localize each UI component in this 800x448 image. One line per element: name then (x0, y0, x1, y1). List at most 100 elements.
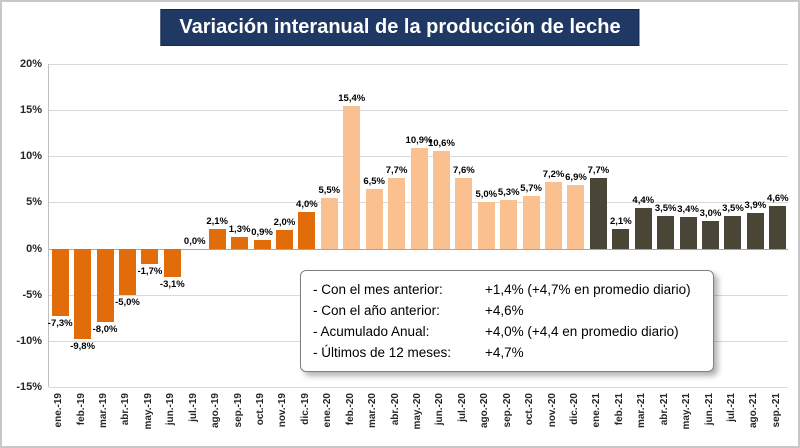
annotation-value: +4,6% (485, 303, 524, 318)
bar (567, 184, 585, 249)
bar-value-label: -3,1% (159, 279, 185, 291)
bar (410, 147, 428, 249)
x-tick-label: feb.-19 (75, 393, 87, 426)
annotation-row: - Con el año anterior: +4,6% (313, 300, 701, 321)
bar-value-label: 4,0% (296, 198, 318, 210)
annotation-value: +4,0% (+4,4 en promedio diario) (485, 324, 679, 339)
x-tick-label: ago.-19 (210, 393, 222, 429)
chart-title-text: Variación interanual de la producción de… (179, 16, 621, 38)
bar (500, 199, 518, 249)
bar (343, 106, 361, 249)
bar-value-label: 5,3% (497, 186, 520, 198)
bar (118, 248, 136, 295)
bar (298, 211, 316, 249)
y-tick-label: 20% (19, 58, 42, 70)
bar-value-label: 3,9% (744, 199, 767, 211)
x-tick-label: ago.-21 (748, 393, 760, 429)
bar-value-label: -7,3% (47, 317, 73, 329)
y-tick-label: 5% (26, 196, 42, 209)
x-axis: ene.-19 feb.-19 mar.-19 abr.-19 may.-19 jun.-… (48, 391, 788, 446)
bar-value-label: 5,7% (520, 182, 542, 194)
annotation-label: - Con el año anterior: (313, 303, 440, 318)
zero-gridline (49, 248, 788, 250)
x-tick-label: oct.-19 (255, 393, 267, 426)
bar (74, 248, 92, 339)
bar (746, 212, 764, 249)
x-tick-label: may.-20 (412, 393, 423, 430)
bar-value-label: 10,6% (427, 137, 455, 149)
bar (141, 248, 159, 265)
bar-value-label: 2,1% (206, 216, 228, 228)
bar-value-label: 6,9% (565, 171, 587, 183)
x-tick-label: ene.-21 (591, 393, 603, 428)
bar (545, 182, 563, 249)
bar-value-label: 7,7% (587, 164, 610, 176)
x-tick-label: may.-21 (681, 393, 693, 430)
bar (657, 216, 675, 249)
x-tick-label: jun.-20 (434, 393, 446, 426)
bar (455, 178, 473, 249)
bar-value-label: 10,9% (405, 134, 433, 146)
x-tick-label: feb.-21 (613, 393, 625, 426)
bar-value-label: 3,4% (677, 204, 699, 216)
y-tick-label: 15% (19, 104, 42, 117)
x-tick-label: ene.-20 (322, 393, 334, 428)
annotation-label: - Últimos de 12 meses: (313, 345, 452, 360)
bar (253, 240, 271, 249)
bar (589, 177, 607, 249)
bar (163, 248, 181, 278)
bar (477, 202, 495, 249)
x-tick-label: mar.-20 (367, 393, 379, 429)
bar-value-label: -5,0% (115, 296, 140, 308)
bar-value-label: 4,6% (766, 193, 789, 205)
x-tick-label: jun.-21 (703, 393, 715, 426)
annotation-row: - Últimos de 12 meses: +4,7% (313, 342, 701, 363)
bar-value-label: 1,3% (228, 223, 251, 235)
bar (388, 177, 406, 249)
x-tick-label: oct.-20 (524, 393, 536, 426)
x-tick-label: ago.-20 (479, 393, 491, 429)
bar (275, 230, 293, 249)
bar-value-label: 2,0% (273, 217, 296, 229)
x-tick-label: dic.-19 (299, 393, 311, 425)
bar (522, 195, 540, 249)
bar-value-label: 15,4% (338, 93, 366, 105)
bar (724, 216, 742, 249)
annotation-value: +4,7% (485, 345, 524, 360)
annotation-row: - Con el mes anterior: +1,4% (+4,7% en pr… (313, 279, 701, 300)
bar (320, 197, 338, 249)
x-tick-label: nov.-19 (277, 393, 289, 428)
bar-value-label: 5,5% (318, 184, 341, 196)
bar (96, 248, 114, 323)
x-tick-label: jul.-21 (725, 393, 737, 422)
bar (679, 217, 697, 249)
bar (634, 207, 652, 249)
bar (769, 206, 787, 249)
x-tick-label: jun.-19 (165, 393, 177, 426)
x-tick-label: ene.-19 (53, 393, 65, 428)
bar-value-label: 7,6% (453, 165, 475, 177)
x-tick-label: may.-19 (142, 393, 154, 430)
bar-value-label: 7,2% (542, 169, 565, 181)
bar-value-label: 2,1% (609, 216, 632, 228)
annotation-row: - Acumulado Anual: +4,0% (+4,4 en promedi… (313, 321, 701, 342)
x-tick-label: sep.-19 (232, 393, 244, 428)
bar (432, 150, 450, 249)
bar-value-label: 0,0% (183, 235, 206, 247)
x-tick-label: mar.-21 (636, 393, 648, 429)
bar-value-label: 7,7% (385, 164, 408, 176)
x-tick-label: nov.-20 (546, 393, 558, 428)
y-tick-label: 10% (19, 150, 42, 163)
x-tick-label: feb.-20 (344, 393, 356, 426)
x-tick-label: abr.-21 (658, 393, 670, 426)
chart-title: Variación interanual de la producción de… (160, 9, 640, 46)
gridline (49, 64, 788, 65)
bar (51, 248, 69, 316)
x-tick-label: jul.-20 (456, 393, 468, 422)
bar (612, 229, 630, 249)
y-tick-label: 0% (26, 242, 42, 255)
x-tick-label: abr.-20 (389, 393, 401, 426)
x-tick-label: sep.-20 (501, 393, 513, 428)
annotation-label: - Con el mes anterior: (313, 282, 443, 297)
